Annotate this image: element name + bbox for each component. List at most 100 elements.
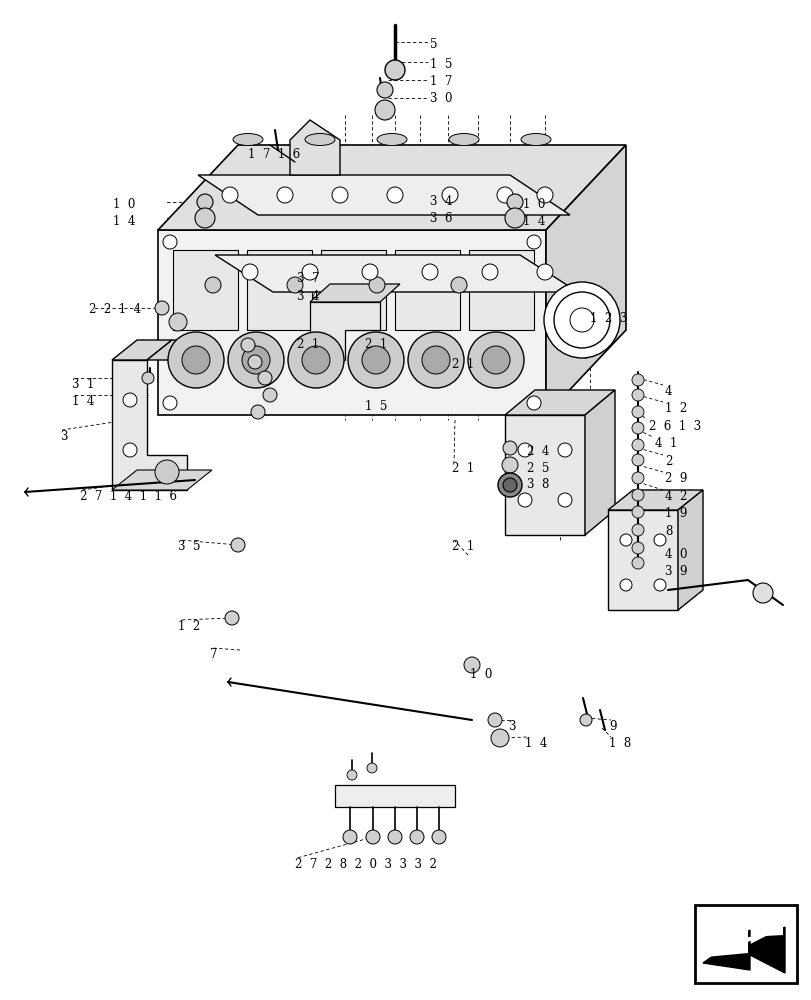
Polygon shape bbox=[704, 925, 782, 957]
Text: 1  8: 1 8 bbox=[608, 737, 630, 750]
Circle shape bbox=[155, 460, 178, 484]
Circle shape bbox=[258, 371, 272, 385]
Circle shape bbox=[168, 332, 224, 388]
Circle shape bbox=[517, 443, 531, 457]
Circle shape bbox=[204, 277, 221, 293]
Text: 3  7: 3 7 bbox=[297, 272, 319, 285]
Text: 2: 2 bbox=[664, 455, 672, 468]
Polygon shape bbox=[198, 175, 569, 215]
Text: 3  0: 3 0 bbox=[430, 92, 452, 105]
Circle shape bbox=[241, 338, 255, 352]
Circle shape bbox=[302, 264, 318, 280]
Ellipse shape bbox=[305, 134, 335, 146]
Circle shape bbox=[526, 396, 540, 410]
Polygon shape bbox=[545, 145, 625, 415]
Bar bbox=[694, 905, 796, 983]
Circle shape bbox=[422, 264, 437, 280]
Circle shape bbox=[362, 264, 378, 280]
Circle shape bbox=[579, 714, 591, 726]
Text: 1  5: 1 5 bbox=[430, 58, 452, 71]
Text: 7: 7 bbox=[210, 648, 217, 661]
Circle shape bbox=[631, 524, 643, 536]
Text: 4: 4 bbox=[664, 385, 672, 398]
Circle shape bbox=[504, 208, 525, 228]
Circle shape bbox=[631, 542, 643, 554]
Circle shape bbox=[631, 489, 643, 501]
Circle shape bbox=[467, 332, 523, 388]
Ellipse shape bbox=[376, 134, 406, 146]
Circle shape bbox=[631, 439, 643, 451]
Polygon shape bbox=[112, 470, 212, 490]
Text: 2  7  2  8  2  0  3  3  3  2: 2 7 2 8 2 0 3 3 3 2 bbox=[294, 858, 436, 871]
Polygon shape bbox=[310, 302, 380, 360]
Text: 2  1: 2 1 bbox=[365, 338, 387, 351]
Polygon shape bbox=[112, 340, 172, 360]
Polygon shape bbox=[607, 490, 702, 510]
Circle shape bbox=[441, 187, 457, 203]
Circle shape bbox=[242, 346, 270, 374]
Ellipse shape bbox=[233, 134, 263, 146]
Text: 2  5: 2 5 bbox=[526, 462, 549, 475]
Circle shape bbox=[620, 534, 631, 546]
Polygon shape bbox=[290, 120, 340, 175]
Text: 3  4: 3 4 bbox=[297, 290, 319, 303]
Circle shape bbox=[557, 493, 571, 507]
Ellipse shape bbox=[448, 134, 478, 146]
Circle shape bbox=[502, 478, 517, 492]
Circle shape bbox=[142, 372, 154, 384]
Text: 1  7  1  6: 1 7 1 6 bbox=[247, 148, 300, 161]
Text: 2  1: 2 1 bbox=[452, 358, 474, 371]
Bar bbox=[469, 250, 534, 330]
Circle shape bbox=[497, 473, 521, 497]
Text: 2  6  1  3: 2 6 1 3 bbox=[648, 420, 701, 433]
Text: 3: 3 bbox=[60, 430, 67, 443]
Text: 1  5: 1 5 bbox=[365, 400, 387, 413]
Circle shape bbox=[579, 306, 591, 318]
Polygon shape bbox=[504, 415, 584, 535]
Circle shape bbox=[376, 82, 393, 98]
Circle shape bbox=[242, 264, 258, 280]
Bar bbox=[247, 250, 311, 330]
Circle shape bbox=[752, 583, 772, 603]
Circle shape bbox=[517, 493, 531, 507]
Text: 5: 5 bbox=[430, 38, 437, 51]
Text: 3  4: 3 4 bbox=[430, 195, 452, 208]
Circle shape bbox=[631, 374, 643, 386]
Circle shape bbox=[631, 389, 643, 401]
Polygon shape bbox=[677, 490, 702, 610]
Circle shape bbox=[368, 277, 384, 293]
Text: 2  2  1  4: 2 2 1 4 bbox=[89, 303, 141, 316]
Circle shape bbox=[496, 187, 513, 203]
Polygon shape bbox=[504, 390, 614, 415]
Circle shape bbox=[286, 277, 303, 293]
Circle shape bbox=[431, 830, 445, 844]
Circle shape bbox=[557, 443, 571, 457]
Text: 9: 9 bbox=[608, 720, 616, 733]
Circle shape bbox=[631, 472, 643, 484]
Text: 2  9: 2 9 bbox=[664, 472, 687, 485]
Polygon shape bbox=[702, 927, 784, 973]
Circle shape bbox=[410, 830, 423, 844]
Circle shape bbox=[501, 457, 517, 473]
Circle shape bbox=[182, 346, 210, 374]
Circle shape bbox=[526, 235, 540, 249]
Polygon shape bbox=[215, 255, 577, 292]
Circle shape bbox=[653, 534, 665, 546]
Text: 1  4: 1 4 bbox=[72, 395, 94, 408]
Circle shape bbox=[197, 194, 212, 210]
Circle shape bbox=[482, 346, 509, 374]
Text: 2  1: 2 1 bbox=[297, 338, 319, 351]
Circle shape bbox=[491, 729, 508, 747]
Circle shape bbox=[506, 194, 522, 210]
Circle shape bbox=[487, 713, 501, 727]
Bar bbox=[173, 250, 238, 330]
Circle shape bbox=[553, 292, 609, 348]
Circle shape bbox=[122, 443, 137, 457]
Text: 3  1: 3 1 bbox=[72, 378, 94, 391]
Circle shape bbox=[543, 282, 620, 358]
Circle shape bbox=[332, 187, 348, 203]
Text: 8: 8 bbox=[664, 525, 672, 538]
Text: 4  2: 4 2 bbox=[664, 490, 687, 503]
Polygon shape bbox=[147, 340, 212, 360]
Circle shape bbox=[631, 557, 643, 569]
